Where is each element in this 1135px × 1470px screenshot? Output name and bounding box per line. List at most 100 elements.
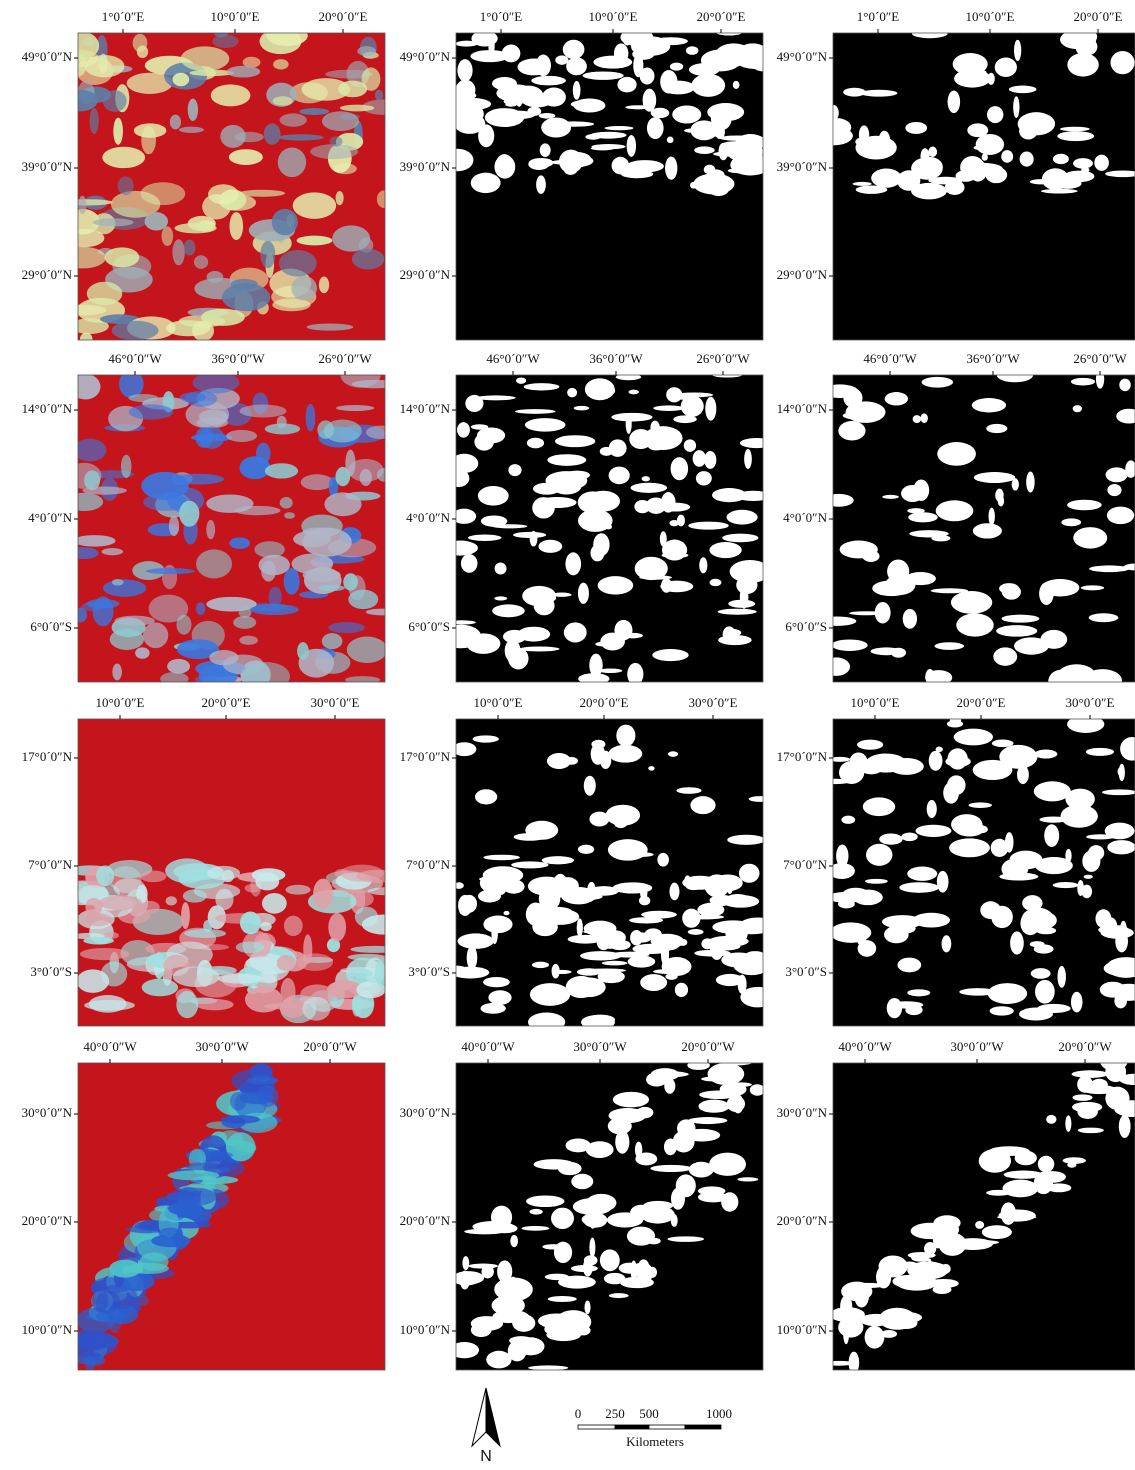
cloud (322, 111, 359, 131)
cloud-mask (620, 1277, 654, 1288)
y-tick-label: 17°0´0″N (22, 749, 73, 764)
cloud-mask (1040, 630, 1067, 649)
cloud (259, 555, 290, 575)
cloud-mask (1107, 840, 1135, 854)
cloud-mask (525, 418, 566, 431)
cloud-mask (841, 816, 855, 824)
cloud-mask (581, 1015, 615, 1030)
cloud (196, 602, 206, 615)
cloud (324, 492, 361, 516)
cloud-mask (1073, 405, 1082, 412)
cloud-mask (626, 413, 632, 434)
cloud-mask (636, 1107, 653, 1118)
cloud-mask (545, 1274, 569, 1280)
cloud-mask (450, 454, 478, 473)
cloud-mask (1054, 178, 1082, 189)
cloud-mask (688, 522, 729, 530)
x-tick-label: 10°0´0″E (211, 9, 260, 24)
cloud-mask (865, 879, 888, 884)
cloud-mask (527, 438, 544, 449)
cloud-mask (667, 1236, 704, 1242)
cloud-mask (532, 497, 555, 518)
cloud-mask (850, 753, 868, 770)
cloud (366, 426, 395, 440)
cloud-mask (457, 933, 493, 948)
cloud-mask (1026, 472, 1034, 493)
cloud (366, 609, 399, 616)
cloud-mask (553, 970, 572, 974)
cloud (143, 622, 168, 648)
cloud (334, 163, 357, 174)
cloud-mask (990, 1006, 1014, 1015)
cloud-mask (1065, 1115, 1071, 1132)
cloud-mask (461, 1373, 502, 1387)
cloud-mask (684, 875, 691, 886)
cloud-mask (908, 1252, 936, 1259)
cloud-mask (689, 1162, 714, 1178)
cloud-mask (517, 1337, 545, 1355)
cloud-mask (1044, 824, 1059, 847)
cloud-mask (589, 654, 602, 677)
cloud-mask (583, 71, 624, 79)
cloud-mask (947, 720, 963, 727)
cloud-mask (513, 532, 546, 538)
cloud (291, 276, 317, 300)
cloud-mask (448, 620, 476, 624)
x-tick-label: 46°0´0″W (863, 351, 917, 366)
cloud-mask (739, 864, 760, 883)
cloud-mask (718, 976, 742, 981)
x-tick-label: 20°0´0″W (303, 1039, 357, 1054)
cloud-mask (600, 751, 611, 769)
cloud (239, 636, 258, 645)
cloud-mask (991, 906, 1013, 928)
cloud (265, 463, 298, 478)
cloud-mask (707, 942, 741, 950)
y-tick-label: 10°0´0″N (22, 1322, 73, 1337)
cloud-mask (571, 100, 602, 109)
cloud (77, 969, 109, 993)
y-tick-label: 29°0´0″N (777, 267, 828, 282)
cloud-mask (584, 1255, 598, 1265)
cloud (62, 90, 97, 112)
cloud-mask (937, 871, 949, 893)
cloud-mask (571, 1174, 593, 1189)
cloud (84, 913, 111, 926)
cloud-mask (591, 740, 605, 749)
cloud (340, 105, 374, 112)
x-tick-label: 20°0´0″E (957, 695, 1006, 710)
panel-image (55, 26, 404, 346)
cloud-mask (538, 1313, 576, 1328)
cloud (284, 916, 303, 936)
cloud-mask (689, 63, 720, 76)
cloud-mask (460, 1271, 470, 1290)
cloud-mask (444, 1432, 470, 1455)
cloud-mask (721, 1192, 738, 1212)
cloud (167, 659, 190, 674)
cloud-mask (642, 476, 650, 481)
cloud (146, 568, 195, 574)
cloud (273, 96, 293, 105)
cloud-mask (1015, 1151, 1037, 1166)
cloud-mask (598, 576, 634, 594)
cloud-mask (1063, 1157, 1086, 1164)
cloud-mask (645, 928, 662, 940)
cloud-mask (564, 622, 587, 642)
cloud-mask (613, 1092, 649, 1108)
cloud-mask (554, 1242, 572, 1263)
cloud-mask (925, 670, 952, 685)
cloud-mask (574, 976, 589, 983)
cloud-mask (565, 757, 578, 765)
cloud (112, 664, 122, 681)
cloud-mask (590, 132, 626, 139)
y-tick-label: 49°0´0″N (22, 49, 73, 64)
cloud-mask (859, 125, 869, 144)
cloud (303, 934, 312, 964)
cloud (211, 84, 251, 106)
cloud-mask (605, 126, 634, 130)
cloud-mask (555, 435, 595, 447)
y-tick-label: 49°0´0″N (777, 49, 828, 64)
cloud (70, 547, 99, 559)
cloud-mask (524, 383, 560, 390)
cloud-mask (733, 955, 769, 975)
cloud-mask (1057, 966, 1065, 988)
